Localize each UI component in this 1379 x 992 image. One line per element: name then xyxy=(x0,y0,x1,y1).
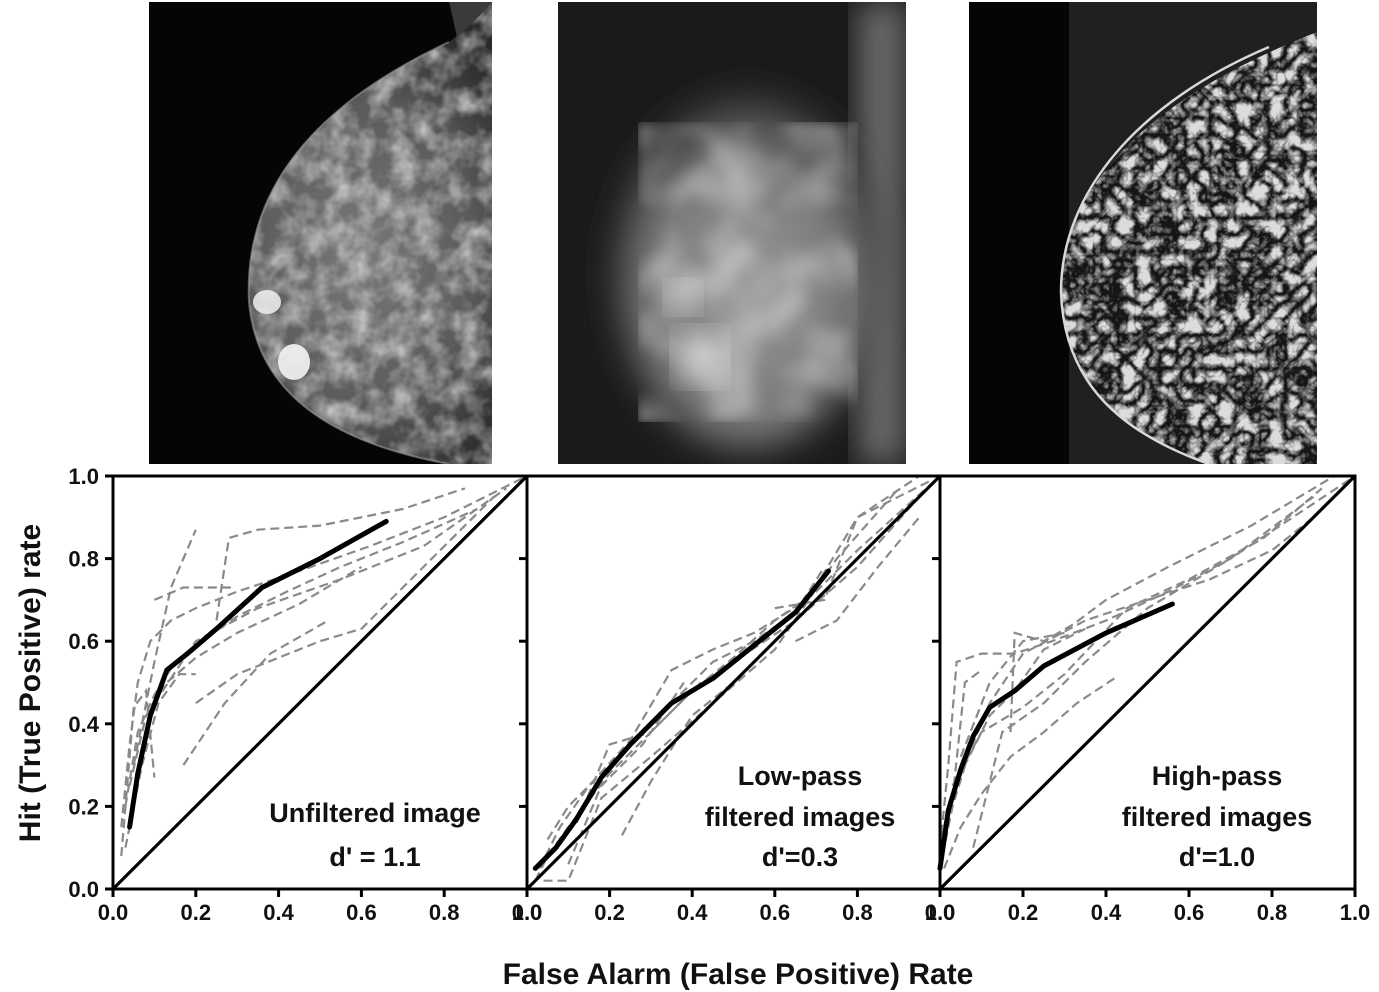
y-tick-label: 1.0 xyxy=(68,464,99,489)
x-tick-label: 0.0 xyxy=(925,900,956,925)
mean-roc-curve xyxy=(937,601,1175,871)
observer-curve xyxy=(153,586,234,601)
observer-curve xyxy=(943,677,1115,869)
observer-curve xyxy=(959,631,1065,758)
x-tick-label: 0.2 xyxy=(181,900,212,925)
x-tick-label: 1.0 xyxy=(512,900,543,925)
x-tick-label: 0.8 xyxy=(842,900,873,925)
observer-curve xyxy=(795,516,921,643)
observer-curve xyxy=(538,475,920,869)
roc-panel-low-pass: 0.0 0.2 0.4 0.6 0.8 1.0 Low-pass filtered image… xyxy=(512,474,956,925)
x-tick-label: 0.0 xyxy=(512,900,543,925)
observer-curve xyxy=(195,495,495,705)
panel-annotation: High-pass xyxy=(1152,761,1283,791)
y-tick-label: 0.8 xyxy=(68,547,99,572)
mean-roc-curve xyxy=(127,518,389,830)
panel-annotation: Unfiltered image xyxy=(269,798,481,828)
x-tick-label: 1.0 xyxy=(1340,900,1371,925)
observer-curve xyxy=(972,495,1315,848)
y-tick-label: 0.0 xyxy=(68,877,99,902)
x-tick-label: 0.0 xyxy=(98,900,129,925)
low-pass-mammogram xyxy=(558,2,906,464)
observer-curve xyxy=(120,475,528,828)
x-tick-label: 0.6 xyxy=(346,900,377,925)
y-tick-label: 0.4 xyxy=(68,712,99,737)
observer-curve xyxy=(132,529,197,766)
observer-curve xyxy=(128,565,362,787)
observer-curve xyxy=(534,475,941,882)
y-tick-label: 0.6 xyxy=(68,629,99,654)
observer-curve xyxy=(546,495,921,840)
chance-diagonal xyxy=(938,474,1357,891)
x-axis-label: False Alarm (False Positive) Rate xyxy=(503,958,974,991)
panel-annotation: filtered images xyxy=(705,802,896,832)
x-tick-label: 0.6 xyxy=(1174,900,1205,925)
observer-curve xyxy=(1009,475,1335,733)
mean-roc-curve xyxy=(532,568,831,871)
high-pass-mammogram xyxy=(969,2,1317,464)
observer-curve xyxy=(774,479,933,610)
observer-curve xyxy=(938,475,1356,848)
chance-diagonal xyxy=(111,474,529,891)
panel-annotation: d' = 1.1 xyxy=(329,842,420,872)
plot-frame xyxy=(938,474,1357,891)
x-tick-label: 0.4 xyxy=(677,900,708,925)
roc-panel-high-pass: 0.0 0.2 0.4 0.6 0.8 1.0 High-pass filtered imag… xyxy=(925,474,1371,925)
observer-curve xyxy=(215,487,466,621)
observer-curve xyxy=(124,507,478,807)
panel-annotation: filtered images xyxy=(1122,802,1313,832)
roc-panel-unfiltered: 0.0 0.2 0.4 0.6 0.8 1.00.00.20.40.60.81.0Unfi… xyxy=(68,464,542,925)
x-tick-label: 0.6 xyxy=(760,900,791,925)
y-tick-label: 0.2 xyxy=(68,794,99,819)
unfiltered-mammogram xyxy=(149,2,492,464)
observer-curve xyxy=(182,619,329,766)
chance-diagonal xyxy=(525,474,942,891)
x-tick-label: 0.2 xyxy=(594,900,625,925)
observer-curve xyxy=(951,487,1323,787)
observer-curve xyxy=(575,681,702,824)
observer-curve xyxy=(947,627,1086,807)
panel-annotation: d'=0.3 xyxy=(762,842,838,872)
x-tick-label: 1.0 xyxy=(925,900,956,925)
panel-annotation: d'=1.0 xyxy=(1179,842,1255,872)
observer-curve xyxy=(567,681,685,865)
panel-annotation: Low-pass xyxy=(738,761,863,791)
x-tick-label: 0.8 xyxy=(1257,900,1288,925)
x-tick-label: 0.8 xyxy=(429,900,460,925)
observer-curve xyxy=(938,475,1356,869)
x-tick-label: 0.4 xyxy=(1091,900,1122,925)
y-axis-label: Hit (True Positive) rate xyxy=(14,524,47,842)
x-tick-label: 0.4 xyxy=(263,900,294,925)
x-tick-label: 0.2 xyxy=(1008,900,1039,925)
